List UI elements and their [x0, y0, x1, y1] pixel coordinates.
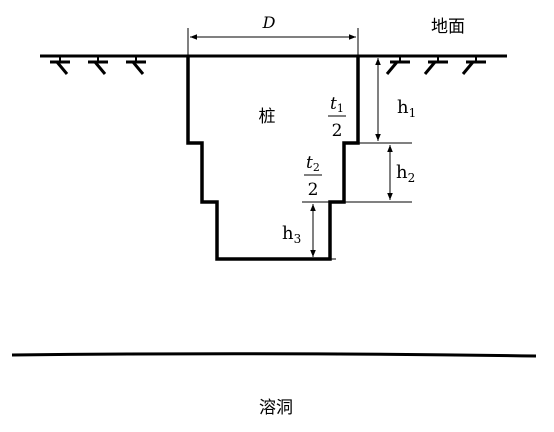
diameter-dimension [187, 28, 359, 56]
karst-cave-boundary [11, 352, 537, 358]
diameter-label: D [262, 13, 276, 32]
h2-label: h2 [396, 162, 415, 185]
karst-cave-label: 溶洞 [259, 398, 293, 418]
t2-half-fraction: t2 2 [304, 153, 322, 200]
t2-numerator: t2 [306, 153, 320, 174]
ground-hatch-left [50, 56, 146, 75]
t1-numerator: t1 [330, 94, 344, 115]
h3-label: h3 [282, 223, 301, 246]
ground-hatch-right [385, 56, 486, 75]
pile-label: 桩 [259, 107, 276, 127]
t2-denominator: 2 [308, 180, 319, 200]
h1-label: h1 [397, 97, 416, 120]
ground-label: 地面 [431, 17, 465, 37]
h-extension-lines [302, 142, 412, 260]
t1-denominator: 2 [332, 121, 343, 141]
pile-outline [186, 56, 360, 261]
t1-half-fraction: t1 2 [328, 94, 346, 141]
